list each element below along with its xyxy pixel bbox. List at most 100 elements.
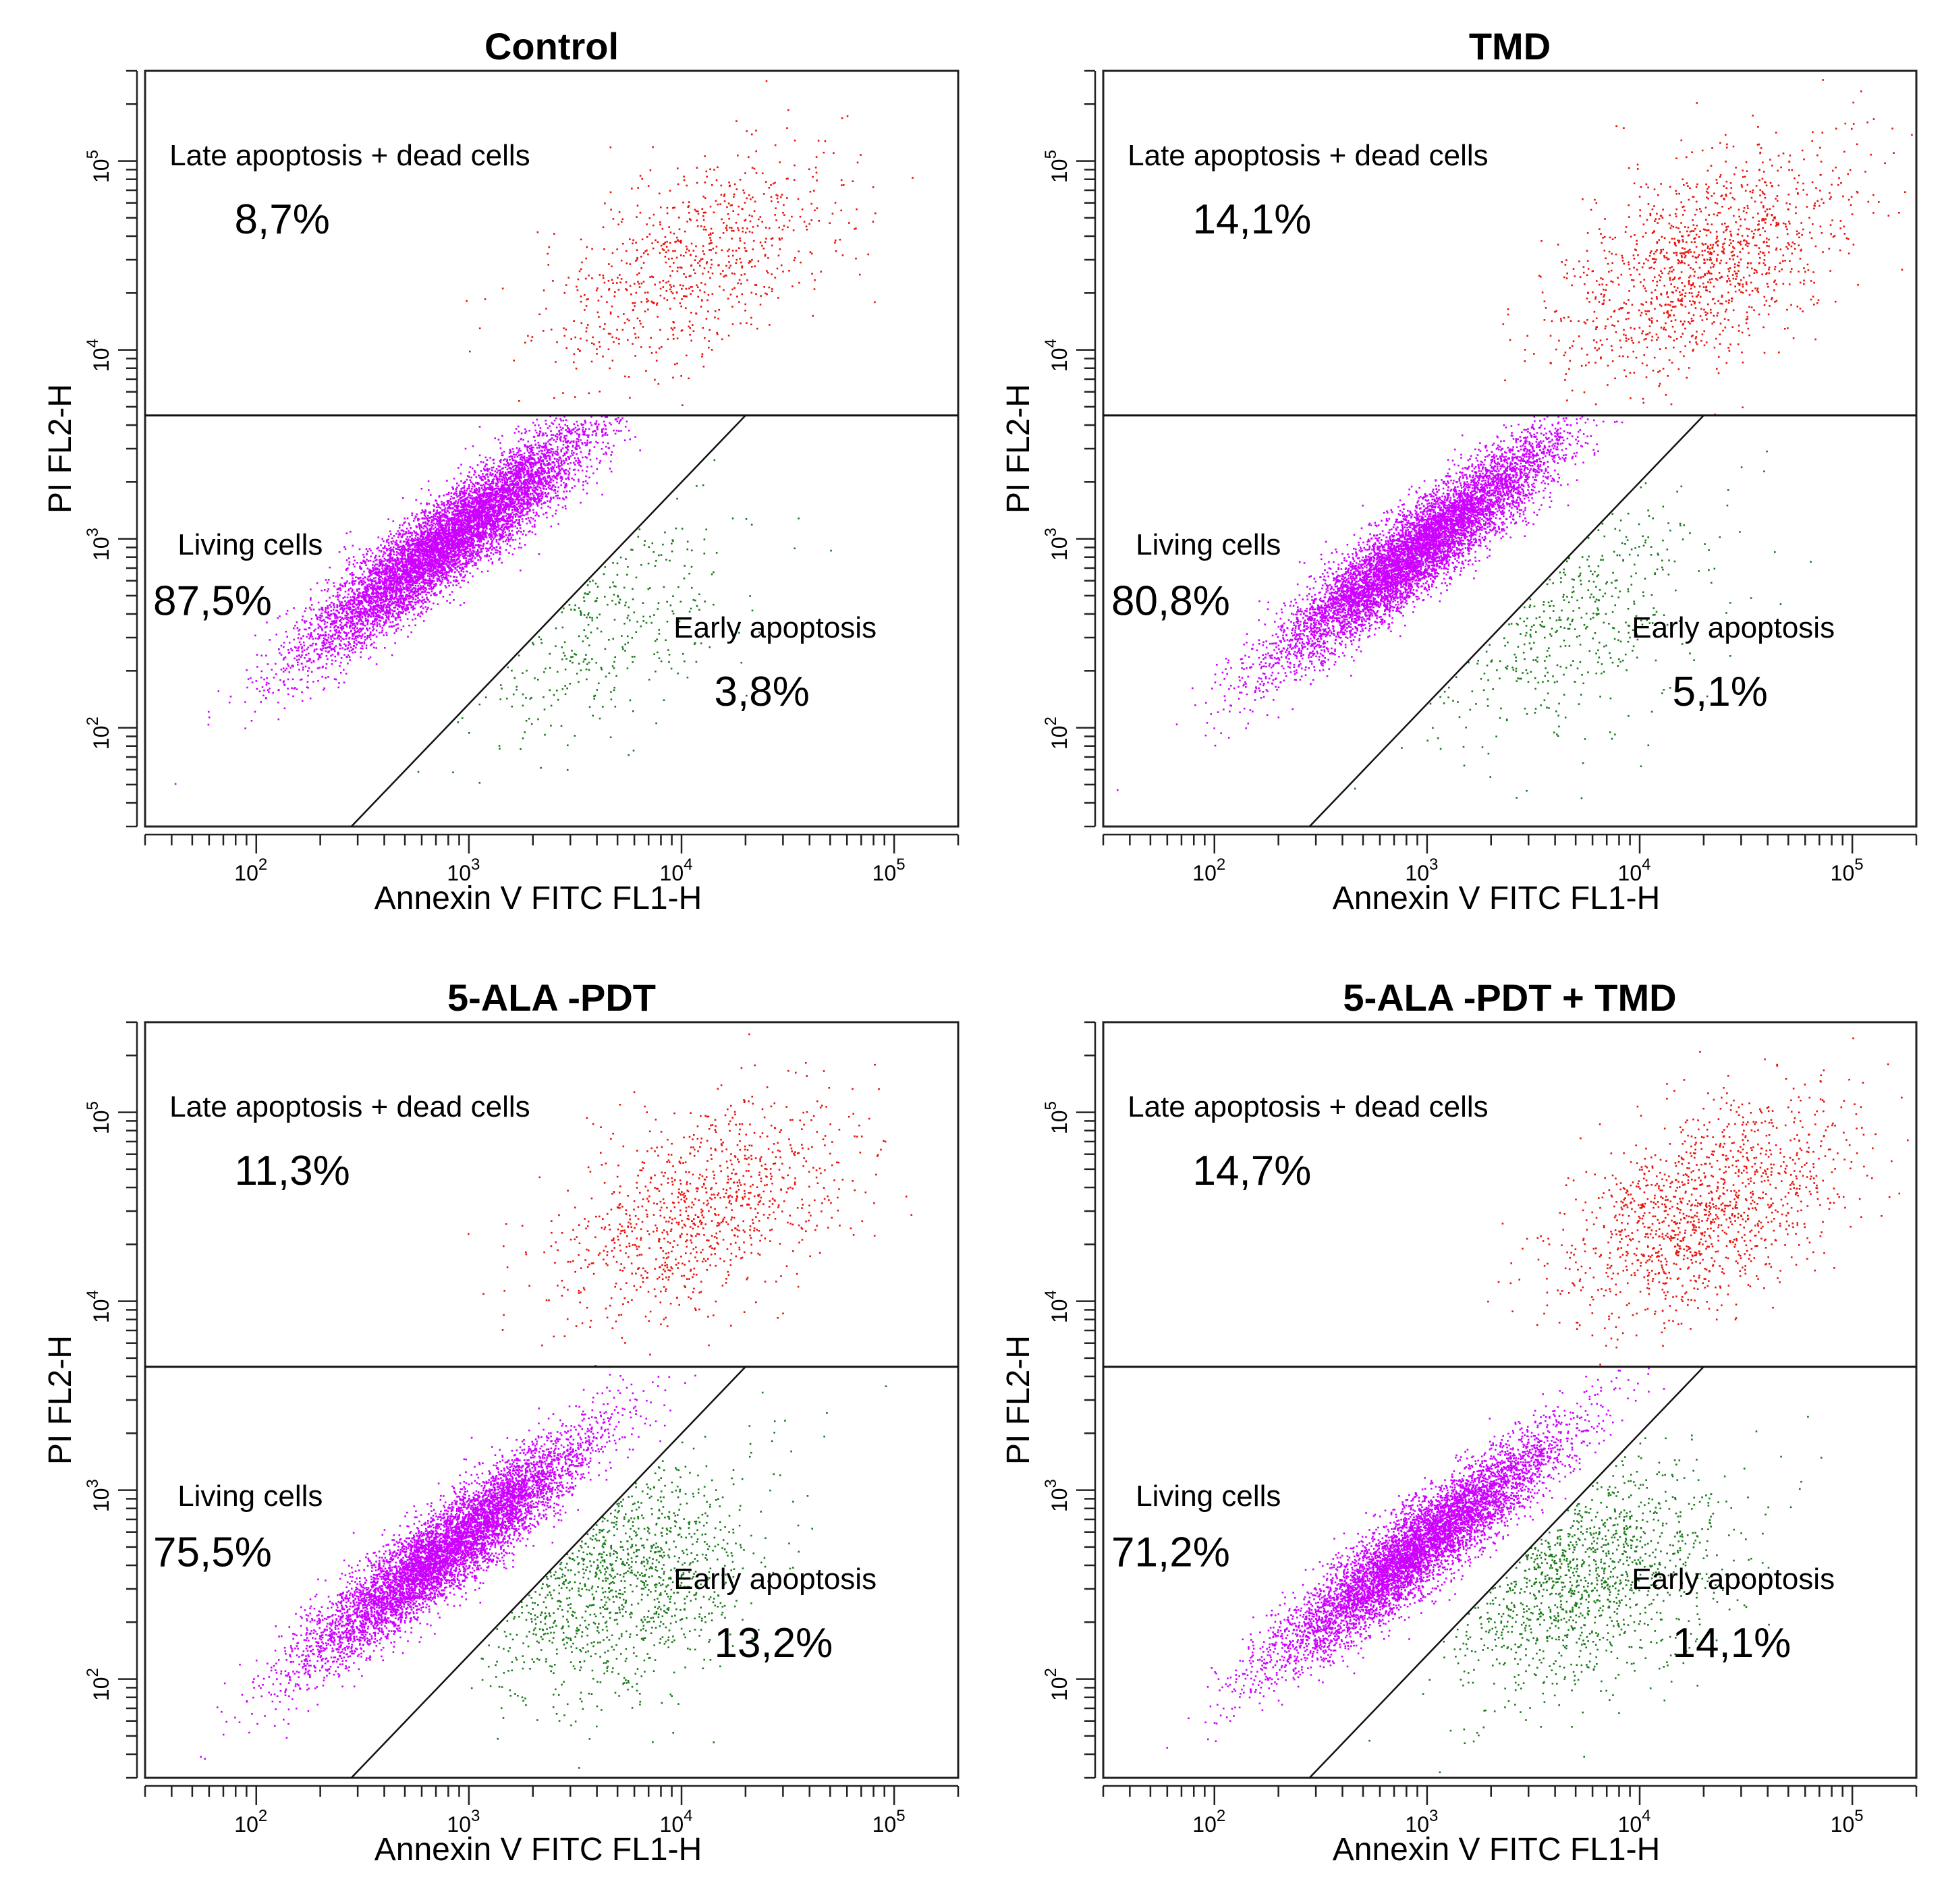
data-point: [323, 687, 326, 690]
data-point: [331, 636, 334, 638]
data-point: [410, 607, 412, 609]
data-point: [358, 613, 361, 616]
data-point: [360, 596, 363, 598]
data-point: [423, 552, 426, 554]
data-point: [386, 590, 389, 592]
data-point: [389, 547, 391, 550]
data-point: [375, 593, 378, 595]
data-point: [505, 507, 507, 509]
data-point: [507, 540, 510, 542]
data-point: [395, 565, 397, 567]
data-point: [391, 654, 393, 656]
data-point: [463, 507, 465, 510]
data-point: [564, 505, 567, 507]
data-point: [425, 552, 428, 555]
data-point: [416, 513, 418, 515]
data-point: [456, 544, 459, 547]
data-point: [467, 496, 469, 499]
data-point: [356, 644, 358, 646]
data-point: [461, 540, 463, 542]
data-point: [422, 582, 424, 584]
data-point: [491, 479, 494, 481]
data-point: [555, 513, 557, 515]
data-point: [536, 498, 539, 500]
data-point: [388, 553, 391, 555]
data-point: [377, 596, 380, 598]
data-point: [353, 606, 356, 608]
data-point: [526, 492, 528, 494]
data-point: [492, 501, 494, 503]
data-point: [415, 531, 417, 534]
data-point: [346, 607, 348, 609]
data-point: [530, 467, 532, 469]
data-point: [552, 423, 555, 425]
data-point: [585, 475, 587, 478]
data-point: [518, 499, 520, 501]
data-point: [426, 566, 428, 569]
data-point: [404, 579, 406, 582]
data-point: [507, 536, 509, 539]
data-point: [375, 663, 378, 665]
data-point: [476, 489, 478, 492]
data-point: [427, 539, 429, 542]
data-point: [497, 515, 499, 517]
data-point: [545, 445, 547, 448]
data-point: [508, 456, 511, 458]
data-point: [446, 536, 448, 538]
data-point: [307, 687, 309, 689]
data-point: [352, 602, 355, 604]
data-point: [574, 468, 576, 471]
data-point: [462, 523, 464, 525]
data-point: [507, 522, 509, 525]
data-point: [470, 561, 472, 563]
data-point: [518, 479, 520, 481]
data-point: [378, 619, 381, 621]
data-point: [441, 577, 443, 579]
data-point: [391, 577, 393, 579]
data-point: [364, 639, 366, 641]
data-point: [508, 463, 511, 466]
data-point: [463, 549, 465, 552]
data-point: [513, 507, 516, 510]
data-point: [457, 527, 460, 530]
data-point: [590, 441, 592, 443]
data-point: [436, 511, 438, 513]
data-point: [476, 536, 478, 538]
data-point: [418, 555, 420, 557]
data-point: [577, 424, 579, 427]
data-point: [629, 438, 631, 441]
data-point: [492, 473, 494, 475]
data-point: [497, 481, 499, 484]
data-point: [333, 585, 335, 588]
data-point: [487, 549, 490, 552]
data-point: [456, 486, 458, 488]
data-point: [582, 424, 584, 426]
data-point: [520, 509, 522, 511]
data-point: [540, 468, 542, 470]
data-point: [377, 567, 379, 570]
data-point: [388, 561, 391, 563]
data-point: [543, 470, 546, 472]
scatter-points: [174, 80, 914, 785]
data-point: [507, 526, 510, 528]
data-point: [478, 482, 480, 484]
data-point: [419, 549, 421, 552]
data-point: [480, 497, 482, 499]
data-point: [526, 470, 528, 472]
data-point: [283, 646, 285, 648]
data-point: [407, 603, 410, 606]
data-point: [372, 628, 375, 630]
data-point: [517, 497, 519, 499]
data-point: [490, 524, 492, 526]
data-point: [391, 574, 393, 577]
data-point: [551, 455, 554, 457]
data-point: [400, 607, 403, 609]
data-point: [341, 638, 343, 640]
data-point: [321, 607, 323, 609]
data-point: [484, 522, 487, 524]
data-point: [471, 538, 473, 540]
data-point: [491, 466, 493, 469]
data-point: [298, 654, 300, 657]
data-point: [448, 503, 451, 506]
data-point: [398, 573, 400, 576]
